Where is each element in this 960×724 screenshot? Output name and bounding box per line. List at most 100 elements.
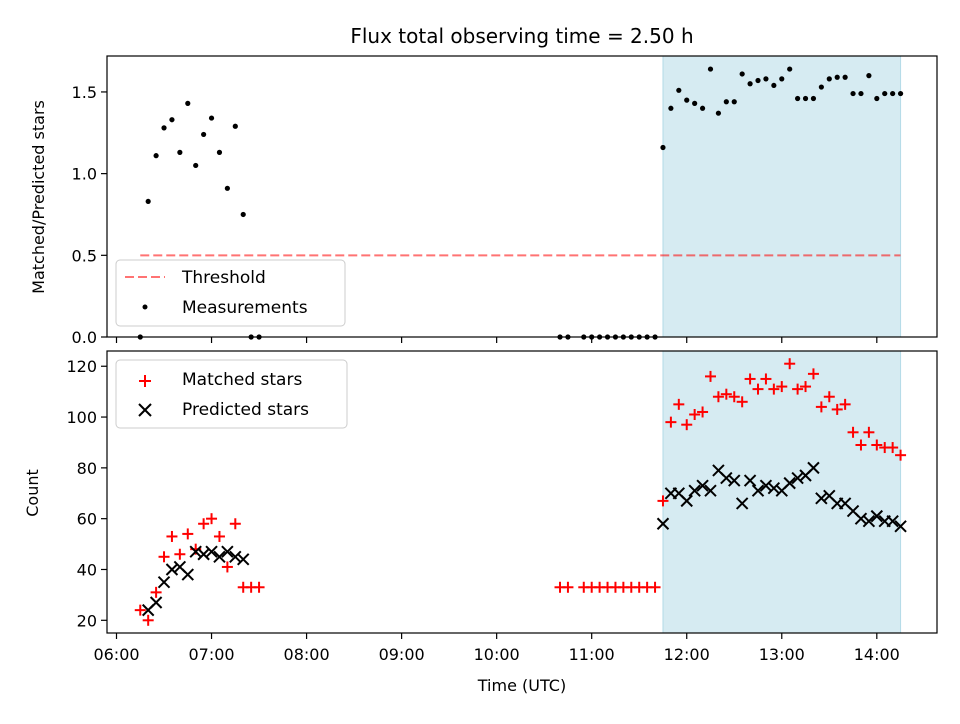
measurement-point [731,99,737,105]
matched-star-point [150,586,162,598]
matched-star-point [760,373,772,385]
legend-measurements-label: Measurements [182,298,308,318]
bottom-legend: Matched stars Predicted stars [115,359,348,429]
matched-star-point [213,530,225,542]
bottom-x-tick-label: 11:00 [569,645,615,664]
matched-star-point [704,370,716,382]
bottom-y-tick-label: 40 [77,560,97,579]
matched-star-point [134,604,146,616]
matched-star-point [863,426,875,438]
bottom-y-tick-label: 80 [77,459,97,478]
measurement-point [826,76,832,82]
bottom-x-tick-label: 12:00 [664,645,710,664]
top-legend-box [115,259,346,327]
predicted-star-point [688,484,701,497]
measurement-point [842,74,848,80]
predicted-star-point [751,484,765,497]
predicted-star-point [807,461,820,475]
measurement-point [739,71,745,77]
predicted-star-point [696,479,709,492]
legend-measurements-swatch [142,304,148,310]
chart-title: Flux total observing time = 2.50 h [350,24,693,48]
measurement-point [795,95,801,102]
matched-star-point [871,439,883,451]
matched-star-point [562,581,574,593]
matched-star-point [665,416,677,428]
predicted-star-point [886,515,899,528]
predicted-star-point [791,471,804,485]
bottom-axes-frame [106,350,938,634]
measurement-point [660,144,666,151]
measurement-point [771,82,777,89]
matched-star-point [839,398,851,410]
matched-star-point [744,373,756,385]
matched-star-point [158,551,170,563]
matched-star-point [792,383,804,395]
matched-star-point [831,403,843,415]
x-axis-label: Time (UTC) [477,676,566,695]
matched-star-point [776,381,788,393]
bottom-y-axis: 20 40 60 80 100 120 [66,357,107,630]
top-x-ticks [115,337,878,343]
matched-star-point [198,518,210,530]
measurement-point [185,100,191,106]
bottom-y-tick-label: 100 [66,408,97,427]
measurement-point [153,153,159,159]
measurement-point [692,100,698,106]
matched-star-point [895,449,907,461]
measurement-point [802,95,809,102]
predicted-star-point [728,474,741,487]
predicted-star-point [759,479,773,492]
measurement-point [684,97,690,103]
measurement-point [890,90,896,97]
matched-star-point [649,581,661,593]
measurement-point [810,95,817,102]
measurement-point [818,84,824,90]
bottom-y-tick-label: 120 [66,357,97,376]
top-legend: Threshold Measurements [115,259,346,327]
top-y-tick-label: 0.0 [72,328,97,347]
predicted-star-point [870,509,884,523]
matched-star-point [229,518,241,530]
top-axes-frame [106,55,938,338]
matched-star-point [855,439,867,451]
predicted-star-point [213,550,226,563]
matched-star-point [736,396,748,408]
measurement-point [208,115,215,121]
matched-star-point [166,530,178,542]
predicted-star-point [221,545,234,558]
matched-star-point [784,358,796,370]
measurement-point [145,198,151,205]
measurement-point [779,76,785,82]
matched-star-point [142,614,154,626]
measurement-point [699,105,706,111]
matched-stars-points [134,358,907,626]
predicted-star-point [862,515,876,528]
matched-star-point [174,548,186,560]
bottom-y-tick-label: 20 [77,611,97,630]
top-y-tick-label: 1.5 [72,83,97,102]
bottom-x-tick-label: 13:00 [759,645,805,664]
measurement-point [240,211,246,218]
bottom-x-tick-label: 14:00 [854,645,900,664]
predicted-star-point [815,492,828,505]
measurement-point [177,149,183,155]
measurement-point [169,117,175,123]
matched-star-point [221,561,233,573]
predicted-star-point [656,517,670,530]
matched-star-point [697,406,709,418]
top-y-axis: 0.0 0.5 1.0 1.5 [72,83,107,347]
measurement-point [232,123,238,129]
measurement-point [763,76,769,82]
predicted-star-point [894,520,907,533]
bottom-x-tick-label: 10:00 [474,645,520,664]
measurement-point [161,125,167,131]
predicted-star-point [165,563,179,576]
predicted-star-point [237,553,250,566]
legend-matched-label: Matched stars [182,370,302,390]
matched-star-point [712,391,724,403]
measurement-point [193,162,199,169]
top-highlight-region [662,55,902,338]
predicted-star-point [189,545,202,558]
top-panel: 0.0 0.5 1.0 1.5 Matched/Predicted stars Thr… [29,55,938,347]
